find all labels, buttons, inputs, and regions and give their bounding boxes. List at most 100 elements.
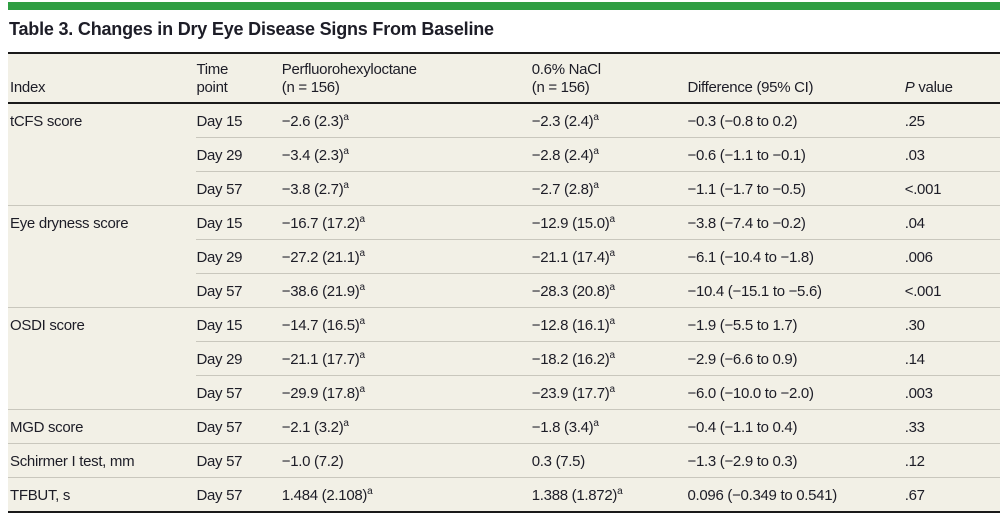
cell-nacl-value-text: −1.8 (3.4): [531, 418, 594, 436]
col-header-index-label: Index: [10, 78, 46, 96]
cell-p-value-text: .30: [904, 316, 925, 334]
footnote-marker: a: [343, 179, 349, 191]
cell-time-point-text: Day 29: [196, 146, 243, 164]
cell-p-value-text: <.001: [904, 180, 942, 198]
cell-nacl-value: −12.9 (15.0)a: [531, 204, 688, 240]
cell-index: OSDI score: [8, 306, 197, 342]
cell-pfho-value-text: −2.1 (3.2): [281, 418, 344, 436]
cell-p-value-text: .67: [904, 486, 925, 504]
cell-p-value: .14: [904, 340, 1000, 376]
cell-nacl-value: −12.8 (16.1)a: [531, 306, 688, 342]
cell-index: TFBUT, s: [8, 476, 197, 512]
cell-index: [8, 273, 196, 307]
cell-difference-text: −2.9 (−6.6 to 0.9): [687, 350, 798, 368]
table-row: Eye dryness score Day 15 −16.7 (17.2)a −12.…: [8, 204, 1000, 240]
cell-time-point-text: Day 15: [196, 316, 243, 334]
table-row: OSDI score Day 15 −14.7 (16.5)a −12.8 (16.1…: [8, 306, 1000, 342]
cell-time-point: Day 57: [196, 374, 282, 410]
footnote-marker: a: [359, 213, 366, 225]
cell-index-text: Schirmer I test, mm: [10, 452, 135, 470]
footnote-marker: a: [343, 111, 349, 123]
cell-pfho-value-text: −3.4 (2.3): [281, 146, 344, 164]
table-row: Day 29 −27.2 (21.1)a −21.1 (17.4)a −6.1 (−1…: [8, 238, 1000, 274]
table-title: Table 3. Changes in Dry Eye Disease Sign…: [9, 19, 494, 39]
cell-pfho-value: −3.4 (2.3)a: [281, 136, 532, 172]
footnote-marker: a: [343, 417, 349, 429]
cell-nacl-value-text: −18.2 (16.2): [531, 350, 610, 368]
results-table: Index Time point Perfluorohexyloctane (n…: [8, 51, 1000, 513]
cell-time-point-text: Day 15: [196, 112, 243, 130]
cell-index: [8, 137, 196, 171]
cell-difference-text: −3.8 (−7.4 to −0.2): [687, 214, 806, 232]
footnote-marker: a: [359, 349, 366, 361]
footnote-marker: a: [359, 247, 366, 259]
cell-pfho-value: 1.484 (2.108)a: [281, 476, 532, 512]
footnote-marker: a: [609, 247, 616, 259]
cell-index: [8, 341, 196, 375]
col-header-nacl-line2: (n = 156): [531, 78, 590, 96]
cell-index: [8, 239, 196, 273]
cell-nacl-value-text: −12.9 (15.0): [531, 214, 610, 232]
cell-nacl-value-text: −21.1 (17.4): [531, 248, 610, 266]
col-header-pfho-line2: (n = 156): [281, 78, 340, 96]
cell-pfho-value: −29.9 (17.8)a: [281, 374, 532, 410]
cell-pfho-value-text: −27.2 (21.1): [281, 248, 360, 266]
col-header-pfho-line1: Perfluorohexyloctane: [281, 61, 417, 79]
cell-difference: −0.4 (−1.1 to 0.4): [687, 408, 905, 444]
cell-time-point: Day 15: [196, 204, 282, 240]
cell-p-value: .04: [904, 204, 1000, 240]
table-row: Day 57 −29.9 (17.8)a −23.9 (17.7)a −6.0 (−1…: [8, 374, 1000, 410]
footnote-marker: a: [609, 281, 616, 293]
cell-time-point-text: Day 57: [196, 452, 243, 470]
cell-p-value-text: .33: [904, 418, 925, 436]
col-header-difference: Difference (95% CI): [687, 53, 904, 103]
header-row: Index Time point Perfluorohexyloctane (n…: [8, 53, 1000, 103]
cell-index: [8, 171, 196, 205]
cell-difference: −0.3 (−0.8 to 0.2): [687, 103, 904, 138]
cell-p-value: .003: [904, 374, 1000, 410]
cell-time-point: Day 57: [196, 408, 282, 444]
cell-p-value-text: .12: [904, 452, 925, 470]
cell-p-value: .03: [904, 136, 1000, 172]
table-row: Schirmer I test, mm Day 57 −1.0 (7.2) 0.3 (…: [8, 442, 1000, 478]
cell-nacl-value-text: 0.3 (7.5): [531, 452, 585, 470]
cell-time-point-text: Day 57: [196, 282, 243, 300]
cell-difference-text: −1.9 (−5.5 to 1.7): [687, 316, 798, 334]
col-header-time-line2: point: [196, 78, 228, 96]
col-header-time-line1: Time: [196, 61, 229, 79]
cell-nacl-value-text: −2.8 (2.4): [531, 146, 594, 164]
footnote-marker: a: [367, 485, 373, 497]
cell-index-text: OSDI score: [10, 317, 85, 335]
cell-pfho-value-text: −14.7 (16.5): [281, 316, 360, 334]
cell-difference: −1.1 (−1.7 to −0.5): [687, 170, 905, 206]
cell-nacl-value-text: −2.3 (2.4): [531, 112, 594, 130]
cell-time-point-text: Day 57: [196, 418, 243, 436]
accent-bar: [8, 2, 1000, 10]
cell-difference: −1.9 (−5.5 to 1.7): [687, 306, 905, 342]
cell-p-value: <.001: [904, 272, 1000, 308]
footnote-marker: a: [593, 417, 599, 429]
cell-p-value-text: .14: [904, 350, 925, 368]
table-header: Index Time point Perfluorohexyloctane (n…: [8, 53, 1000, 103]
cell-nacl-value-text: −23.9 (17.7): [531, 384, 610, 402]
footnote-marker: a: [617, 485, 623, 497]
cell-index: [8, 375, 196, 409]
cell-pfho-value: −2.1 (3.2)a: [281, 408, 532, 444]
table-row: tCFS score Day 15 −2.6 (2.3)a −2.3 (2.4)a −0…: [8, 103, 1000, 138]
cell-p-value: .12: [904, 442, 1000, 478]
cell-nacl-value: −2.7 (2.8)a: [531, 170, 688, 206]
table-row: TFBUT, s Day 57 1.484 (2.108)a 1.388 (1.872…: [8, 476, 1000, 512]
cell-index-text: TFBUT, s: [10, 486, 71, 504]
cell-p-value-text: <.001: [904, 282, 942, 300]
table-row: Day 57 −3.8 (2.7)a −2.7 (2.8)a −1.1 (−1.7 t…: [8, 170, 1000, 206]
col-header-nacl-line1: 0.6% NaCl: [531, 61, 601, 79]
cell-p-value-text: .03: [904, 146, 925, 164]
cell-pfho-value: −1.0 (7.2): [281, 442, 532, 478]
footnote-marker: a: [593, 111, 599, 123]
cell-p-value-text: .003: [904, 384, 933, 402]
cell-nacl-value-text: −28.3 (20.8): [531, 282, 610, 300]
cell-nacl-value: −21.1 (17.4)a: [531, 238, 688, 274]
article-table-panel: Table 3. Changes in Dry Eye Disease Sign…: [8, 2, 1000, 513]
cell-nacl-value: −1.8 (3.4)a: [531, 408, 688, 444]
cell-pfho-value-text: −16.7 (17.2): [281, 214, 360, 232]
